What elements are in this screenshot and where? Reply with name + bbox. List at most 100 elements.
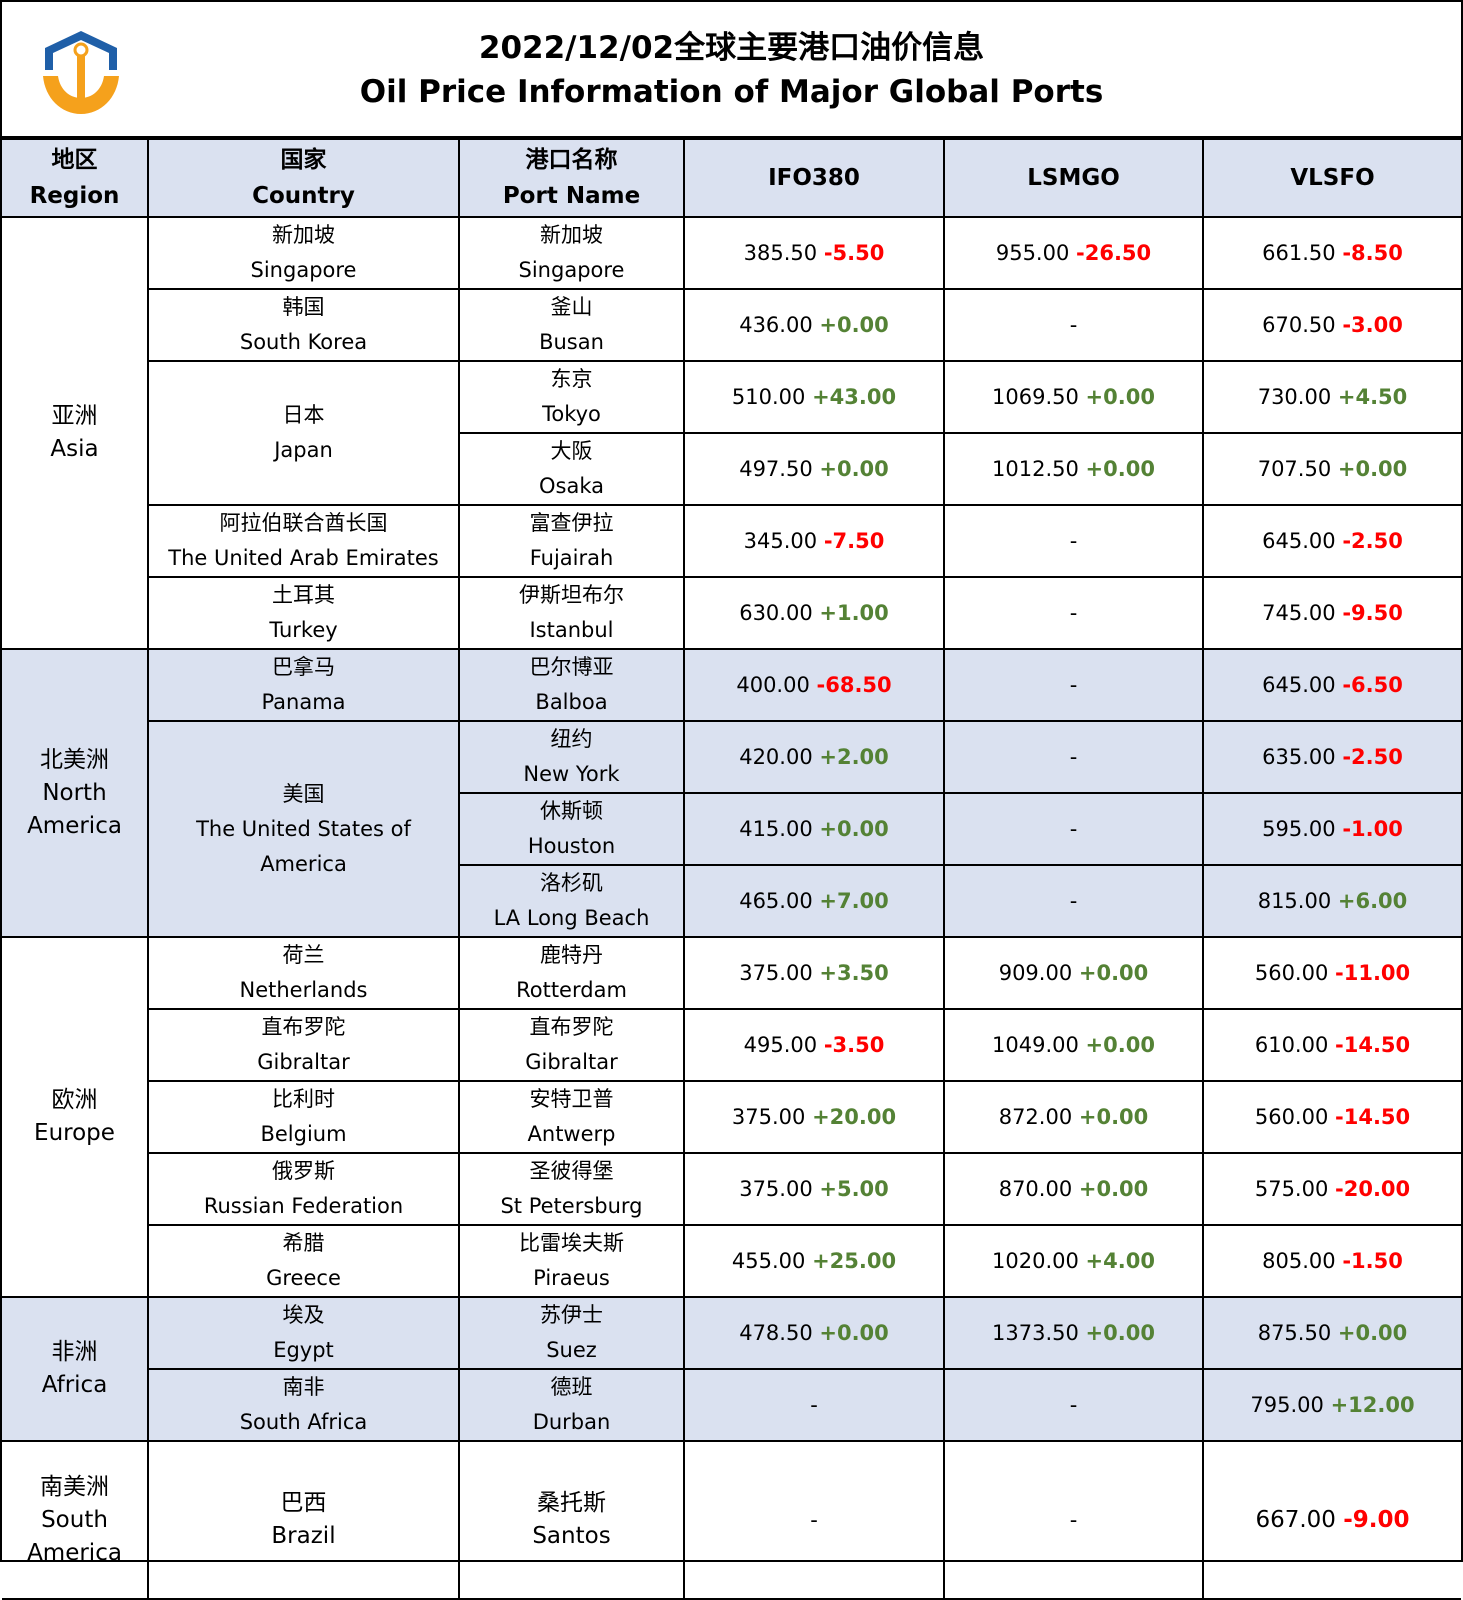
table-row: 南非 South Africa 德班 Durban - - 795.00 +12.0… bbox=[2, 1368, 1461, 1442]
oil-price-table: 地区 Region 国家 Country 港口名称 Port Name IFO380 … bbox=[2, 138, 1461, 1600]
col-header-vlsfo: VLSFO bbox=[1202, 138, 1461, 218]
lsmgo-cell: - bbox=[943, 720, 1204, 794]
ifo380-cell: 495.00 -3.50 bbox=[683, 1008, 945, 1082]
ifo380-cell: 510.00 +43.00 bbox=[683, 360, 945, 434]
anchor-shield-logo bbox=[43, 31, 119, 114]
ifo380-cell: 400.00 -68.50 bbox=[683, 648, 945, 722]
ifo380-cell: 478.50 +0.00 bbox=[683, 1296, 945, 1370]
port-cell: 苏伊士 Suez bbox=[458, 1296, 685, 1370]
table-row: 南美洲 South America 巴西 Brazil 桑托斯 Santos - - 6… bbox=[2, 1440, 1461, 1600]
region-europe: 欧洲 Europe bbox=[2, 936, 149, 1298]
ifo380-cell: 420.00 +2.00 bbox=[683, 720, 945, 794]
title-english: Oil Price Information of Major Global Po… bbox=[359, 74, 1104, 110]
table-row: 土耳其 Turkey 伊斯坦布尔 Istanbul 630.00 +1.00 - 7… bbox=[2, 576, 1461, 650]
lsmgo-cell: 870.00 +0.00 bbox=[943, 1152, 1204, 1226]
country-cell: 比利时 Belgium bbox=[148, 1080, 460, 1154]
vlsfo-cell: 745.00 -9.50 bbox=[1202, 576, 1461, 650]
country-cell: 阿拉伯联合酋长国 The United Arab Emirates bbox=[148, 504, 460, 578]
country-cell: 韩国 South Korea bbox=[148, 288, 460, 362]
table-row: 欧洲 Europe 荷兰 Netherlands 鹿特丹 Rotterdam 375.… bbox=[2, 936, 1461, 1298]
title-chinese: 2022/12/02全球主要港口油价信息 bbox=[478, 30, 985, 66]
port-cell: 安特卫普 Antwerp bbox=[458, 1080, 685, 1154]
region-north-america: 北美洲 North America bbox=[2, 648, 149, 938]
country-cell: 荷兰 Netherlands bbox=[147, 936, 460, 1010]
port-cell: 釜山 Busan bbox=[458, 288, 685, 362]
country-cell: 俄罗斯 Russian Federation bbox=[148, 1152, 460, 1226]
table-row: 希腊 Greece 比雷埃夫斯 Piraeus 455.00 +25.00 1020… bbox=[2, 1224, 1461, 1298]
lsmgo-cell: 1012.50 +0.00 bbox=[943, 432, 1204, 506]
port-cell: 洛杉矶 LA Long Beach bbox=[459, 864, 685, 938]
table-header-row: 地区 Region 国家 Country 港口名称 Port Name IFO380 … bbox=[2, 138, 1461, 218]
ifo380-cell: 415.00 +0.00 bbox=[683, 792, 945, 866]
lsmgo-cell: 1373.50 +0.00 bbox=[943, 1296, 1204, 1370]
document-title: 2022/12/02全球主要港口油价信息 Oil Price Informati… bbox=[2, 28, 1461, 116]
lsmgo-cell: - bbox=[943, 504, 1204, 578]
country-cell: 埃及 Egypt bbox=[147, 1296, 460, 1370]
port-cell: 直布罗陀 Gibraltar bbox=[458, 1008, 685, 1082]
lsmgo-cell: 1020.00 +4.00 bbox=[943, 1224, 1204, 1298]
col-header-country: 国家 Country bbox=[147, 138, 460, 218]
region-asia: 亚洲 Asia bbox=[2, 216, 149, 650]
vlsfo-cell: 635.00 -2.50 bbox=[1202, 720, 1461, 794]
port-cell: 巴尔博亚 Balboa bbox=[458, 648, 685, 722]
table-row: 北美洲 North America 巴拿马 Panama 巴尔博亚 Balboa 400… bbox=[2, 648, 1461, 938]
country-cell: 巴西 Brazil bbox=[147, 1440, 460, 1600]
port-cell: 纽约 New York bbox=[458, 720, 685, 794]
vlsfo-cell: 595.00 -1.00 bbox=[1202, 792, 1461, 866]
col-header-ifo380: IFO380 bbox=[683, 138, 945, 218]
country-cell: 希腊 Greece bbox=[148, 1224, 460, 1298]
port-cell: 德班 Durban bbox=[458, 1368, 685, 1442]
lsmgo-cell: - bbox=[943, 792, 1204, 866]
lsmgo-cell: 1049.00 +0.00 bbox=[943, 1008, 1204, 1082]
country-cell: 美国 The United States of America bbox=[148, 720, 460, 938]
port-cell: 富查伊拉 Fujairah bbox=[458, 504, 685, 578]
lsmgo-cell: 1069.50 +0.00 bbox=[943, 360, 1204, 434]
vlsfo-cell: 610.00 -14.50 bbox=[1202, 1008, 1461, 1082]
vlsfo-cell: 560.00 -14.50 bbox=[1202, 1080, 1461, 1154]
port-cell: 鹿特丹 Rotterdam bbox=[458, 936, 685, 1010]
port-cell: 休斯顿 Houston bbox=[459, 792, 685, 866]
table-row: 韩国 South Korea 釜山 Busan 436.00 +0.00 - 670… bbox=[2, 288, 1461, 362]
port-cell: 圣彼得堡 St Petersburg bbox=[458, 1152, 685, 1226]
lsmgo-cell: - bbox=[943, 576, 1204, 650]
vlsfo-cell: 560.00 -11.00 bbox=[1202, 936, 1461, 1010]
lsmgo-cell: - bbox=[943, 864, 1204, 938]
ifo380-cell: 455.00 +25.00 bbox=[683, 1224, 945, 1298]
vlsfo-cell: 645.00 -2.50 bbox=[1202, 504, 1461, 578]
col-header-port: 港口名称 Port Name bbox=[458, 138, 685, 218]
lsmgo-cell: - bbox=[943, 1368, 1204, 1442]
ifo380-cell: 345.00 -7.50 bbox=[683, 504, 945, 578]
vlsfo-cell: 707.50 +0.00 bbox=[1202, 432, 1461, 506]
ifo380-cell: 375.00 +20.00 bbox=[683, 1080, 945, 1154]
region-africa: 非洲 Africa bbox=[2, 1296, 149, 1442]
table-row: 美国 The United States of America 纽约 New York… bbox=[2, 720, 1461, 938]
ifo380-cell: 385.50 -5.50 bbox=[683, 216, 945, 290]
table-row: 比利时 Belgium 安特卫普 Antwerp 375.00 +20.00 872… bbox=[2, 1080, 1461, 1154]
lsmgo-cell: - bbox=[943, 288, 1204, 362]
lsmgo-cell: 909.00 +0.00 bbox=[943, 936, 1204, 1010]
ifo380-cell: - bbox=[683, 1368, 945, 1442]
col-header-region: 地区 Region bbox=[2, 138, 149, 218]
document-header: 2022/12/02全球主要港口油价信息 Oil Price Informati… bbox=[2, 2, 1461, 138]
table-row: 大阪 Osaka 497.50 +0.00 1012.50 +0.00 707.5… bbox=[2, 432, 1461, 506]
port-cell: 新加坡 Singapore bbox=[458, 216, 685, 290]
table-row: 亚洲 Asia 新加坡 Singapore 新加坡 Singapore 385.50 … bbox=[2, 216, 1461, 650]
table-row: 直布罗陀 Gibraltar 直布罗陀 Gibraltar 495.00 -3.50… bbox=[2, 1008, 1461, 1082]
lsmgo-cell: - bbox=[943, 1440, 1204, 1600]
ifo380-cell: 630.00 +1.00 bbox=[683, 576, 945, 650]
port-cell: 比雷埃夫斯 Piraeus bbox=[458, 1224, 685, 1298]
ifo380-cell: 497.50 +0.00 bbox=[683, 432, 945, 506]
country-cell: 新加坡 Singapore bbox=[147, 216, 460, 290]
ifo380-cell: 465.00 +7.00 bbox=[683, 864, 945, 938]
ifo380-cell: 436.00 +0.00 bbox=[683, 288, 945, 362]
region-south-america: 南美洲 South America bbox=[2, 1440, 149, 1600]
col-header-lsmgo: LSMGO bbox=[943, 138, 1204, 218]
vlsfo-cell: 661.50 -8.50 bbox=[1202, 216, 1461, 290]
lsmgo-cell: - bbox=[943, 648, 1204, 722]
vlsfo-cell: 645.00 -6.50 bbox=[1202, 648, 1461, 722]
country-cell: 巴拿马 Panama bbox=[147, 648, 460, 722]
country-cell: 直布罗陀 Gibraltar bbox=[148, 1008, 460, 1082]
ifo380-cell: - bbox=[683, 1440, 945, 1600]
vlsfo-cell: 805.00 -1.50 bbox=[1202, 1224, 1461, 1298]
